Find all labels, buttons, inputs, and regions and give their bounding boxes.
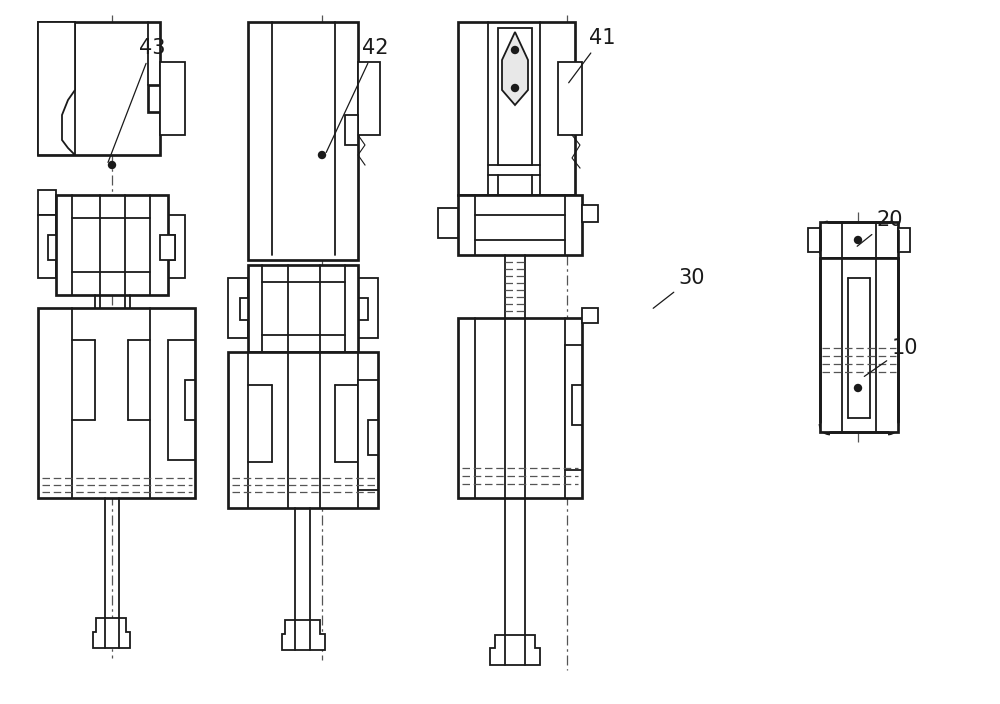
Polygon shape [558, 62, 582, 135]
Polygon shape [820, 222, 898, 258]
Polygon shape [458, 22, 575, 195]
Polygon shape [358, 62, 380, 135]
Polygon shape [345, 115, 358, 145]
Circle shape [854, 384, 862, 391]
Polygon shape [93, 618, 130, 648]
Text: 42: 42 [326, 38, 388, 153]
Polygon shape [490, 635, 540, 665]
Polygon shape [498, 28, 532, 165]
Polygon shape [582, 205, 598, 222]
Circle shape [108, 161, 116, 168]
Text: 43: 43 [108, 38, 165, 163]
Polygon shape [438, 208, 458, 238]
Text: 10: 10 [864, 338, 918, 377]
Polygon shape [358, 278, 378, 338]
Polygon shape [282, 620, 325, 650]
Polygon shape [160, 235, 175, 260]
Polygon shape [38, 308, 195, 498]
Polygon shape [582, 308, 598, 323]
Text: 20: 20 [857, 210, 903, 246]
Polygon shape [502, 32, 528, 105]
Polygon shape [820, 258, 898, 432]
Text: 41: 41 [569, 28, 615, 83]
Polygon shape [458, 195, 582, 255]
Circle shape [318, 151, 326, 158]
Polygon shape [56, 195, 168, 295]
Polygon shape [248, 265, 358, 352]
Polygon shape [808, 228, 820, 252]
Polygon shape [228, 278, 248, 338]
Polygon shape [38, 22, 160, 155]
Circle shape [512, 46, 518, 54]
Polygon shape [248, 22, 358, 260]
Polygon shape [565, 345, 582, 470]
Circle shape [512, 84, 518, 92]
Polygon shape [160, 62, 185, 135]
Polygon shape [168, 215, 185, 278]
Polygon shape [38, 22, 75, 155]
Polygon shape [228, 352, 378, 508]
Polygon shape [458, 318, 582, 498]
Circle shape [854, 237, 862, 244]
Text: 30: 30 [653, 268, 705, 308]
Polygon shape [358, 380, 378, 490]
Polygon shape [38, 215, 56, 278]
Polygon shape [898, 228, 910, 252]
Polygon shape [168, 340, 195, 460]
Polygon shape [38, 190, 56, 215]
